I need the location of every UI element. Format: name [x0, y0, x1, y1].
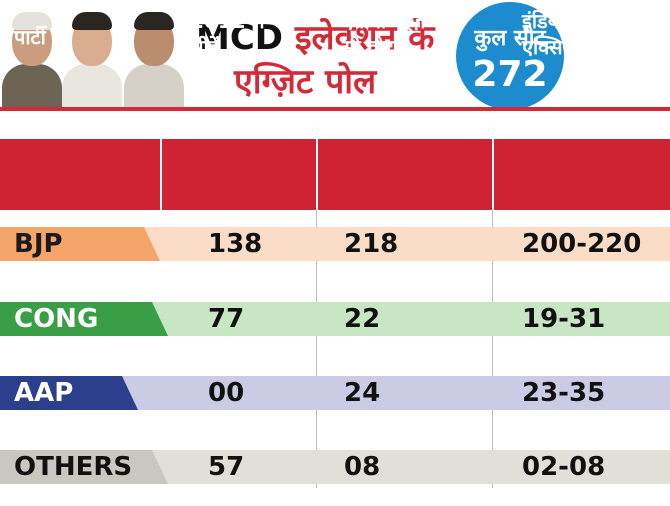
table-row: AAP 00 24 23-35 [0, 376, 670, 410]
seats-2012: 00 [208, 378, 245, 408]
party-name: OTHERS [14, 452, 133, 482]
india-today-axis-value: 200-220 [522, 229, 642, 259]
india-today-axis-value: 23-35 [522, 378, 606, 408]
table-row: BJP 138 218 200-220 [0, 227, 670, 261]
party-name: BJP [14, 229, 63, 259]
header-separator [492, 139, 494, 210]
table-header [0, 139, 670, 210]
header-2012-seats: 2012 में सीटें [190, 9, 265, 59]
party-tag [0, 450, 168, 484]
abp-cvoter-value: 218 [344, 229, 399, 259]
header-party: पार्टी [14, 25, 46, 49]
header-separator [316, 139, 318, 210]
politicians-photo [0, 0, 196, 108]
total-seats-badge: कुल सीट 272 [456, 2, 564, 110]
india-today-axis-value: 02-08 [522, 452, 606, 482]
party-name: AAP [14, 378, 74, 408]
seats-2012: 77 [208, 304, 245, 334]
table-row: CONG 77 22 19-31 [0, 302, 670, 336]
header-abp-cvoter: एबीपी न्यूज़- सी वोटर [342, 9, 434, 59]
title-election: इलेक्शन के [294, 18, 435, 58]
party-tag [0, 376, 138, 410]
table-row: OTHERS 57 08 02-08 [0, 450, 670, 484]
header-separator [160, 139, 162, 210]
party-tag [0, 227, 160, 261]
title-exit-poll: एग्ज़िट पोल [234, 62, 377, 102]
abp-cvoter-value: 24 [344, 378, 381, 408]
abp-cvoter-value: 08 [344, 452, 381, 482]
column-separator [492, 210, 493, 488]
india-today-axis-value: 19-31 [522, 304, 606, 334]
column-separator [316, 210, 317, 488]
person-photo-1 [2, 8, 62, 108]
party-tag [0, 302, 168, 336]
total-seats-value: 272 [472, 54, 548, 95]
seats-2012: 57 [208, 452, 245, 482]
person-photo-2 [62, 8, 122, 108]
seats-2012: 138 [208, 229, 263, 259]
person-photo-3 [124, 8, 184, 108]
header-india-today-axis: इंडिया टुडे- एक्सिस [522, 9, 601, 59]
total-seats-label: कुल सीट [474, 26, 546, 51]
title-divider [0, 107, 670, 111]
party-name: CONG [14, 304, 99, 334]
abp-cvoter-value: 22 [344, 304, 381, 334]
title-mcd: MCD [196, 18, 284, 58]
page-title: MCD इलेक्शन के एग्ज़िट पोल [196, 16, 466, 104]
